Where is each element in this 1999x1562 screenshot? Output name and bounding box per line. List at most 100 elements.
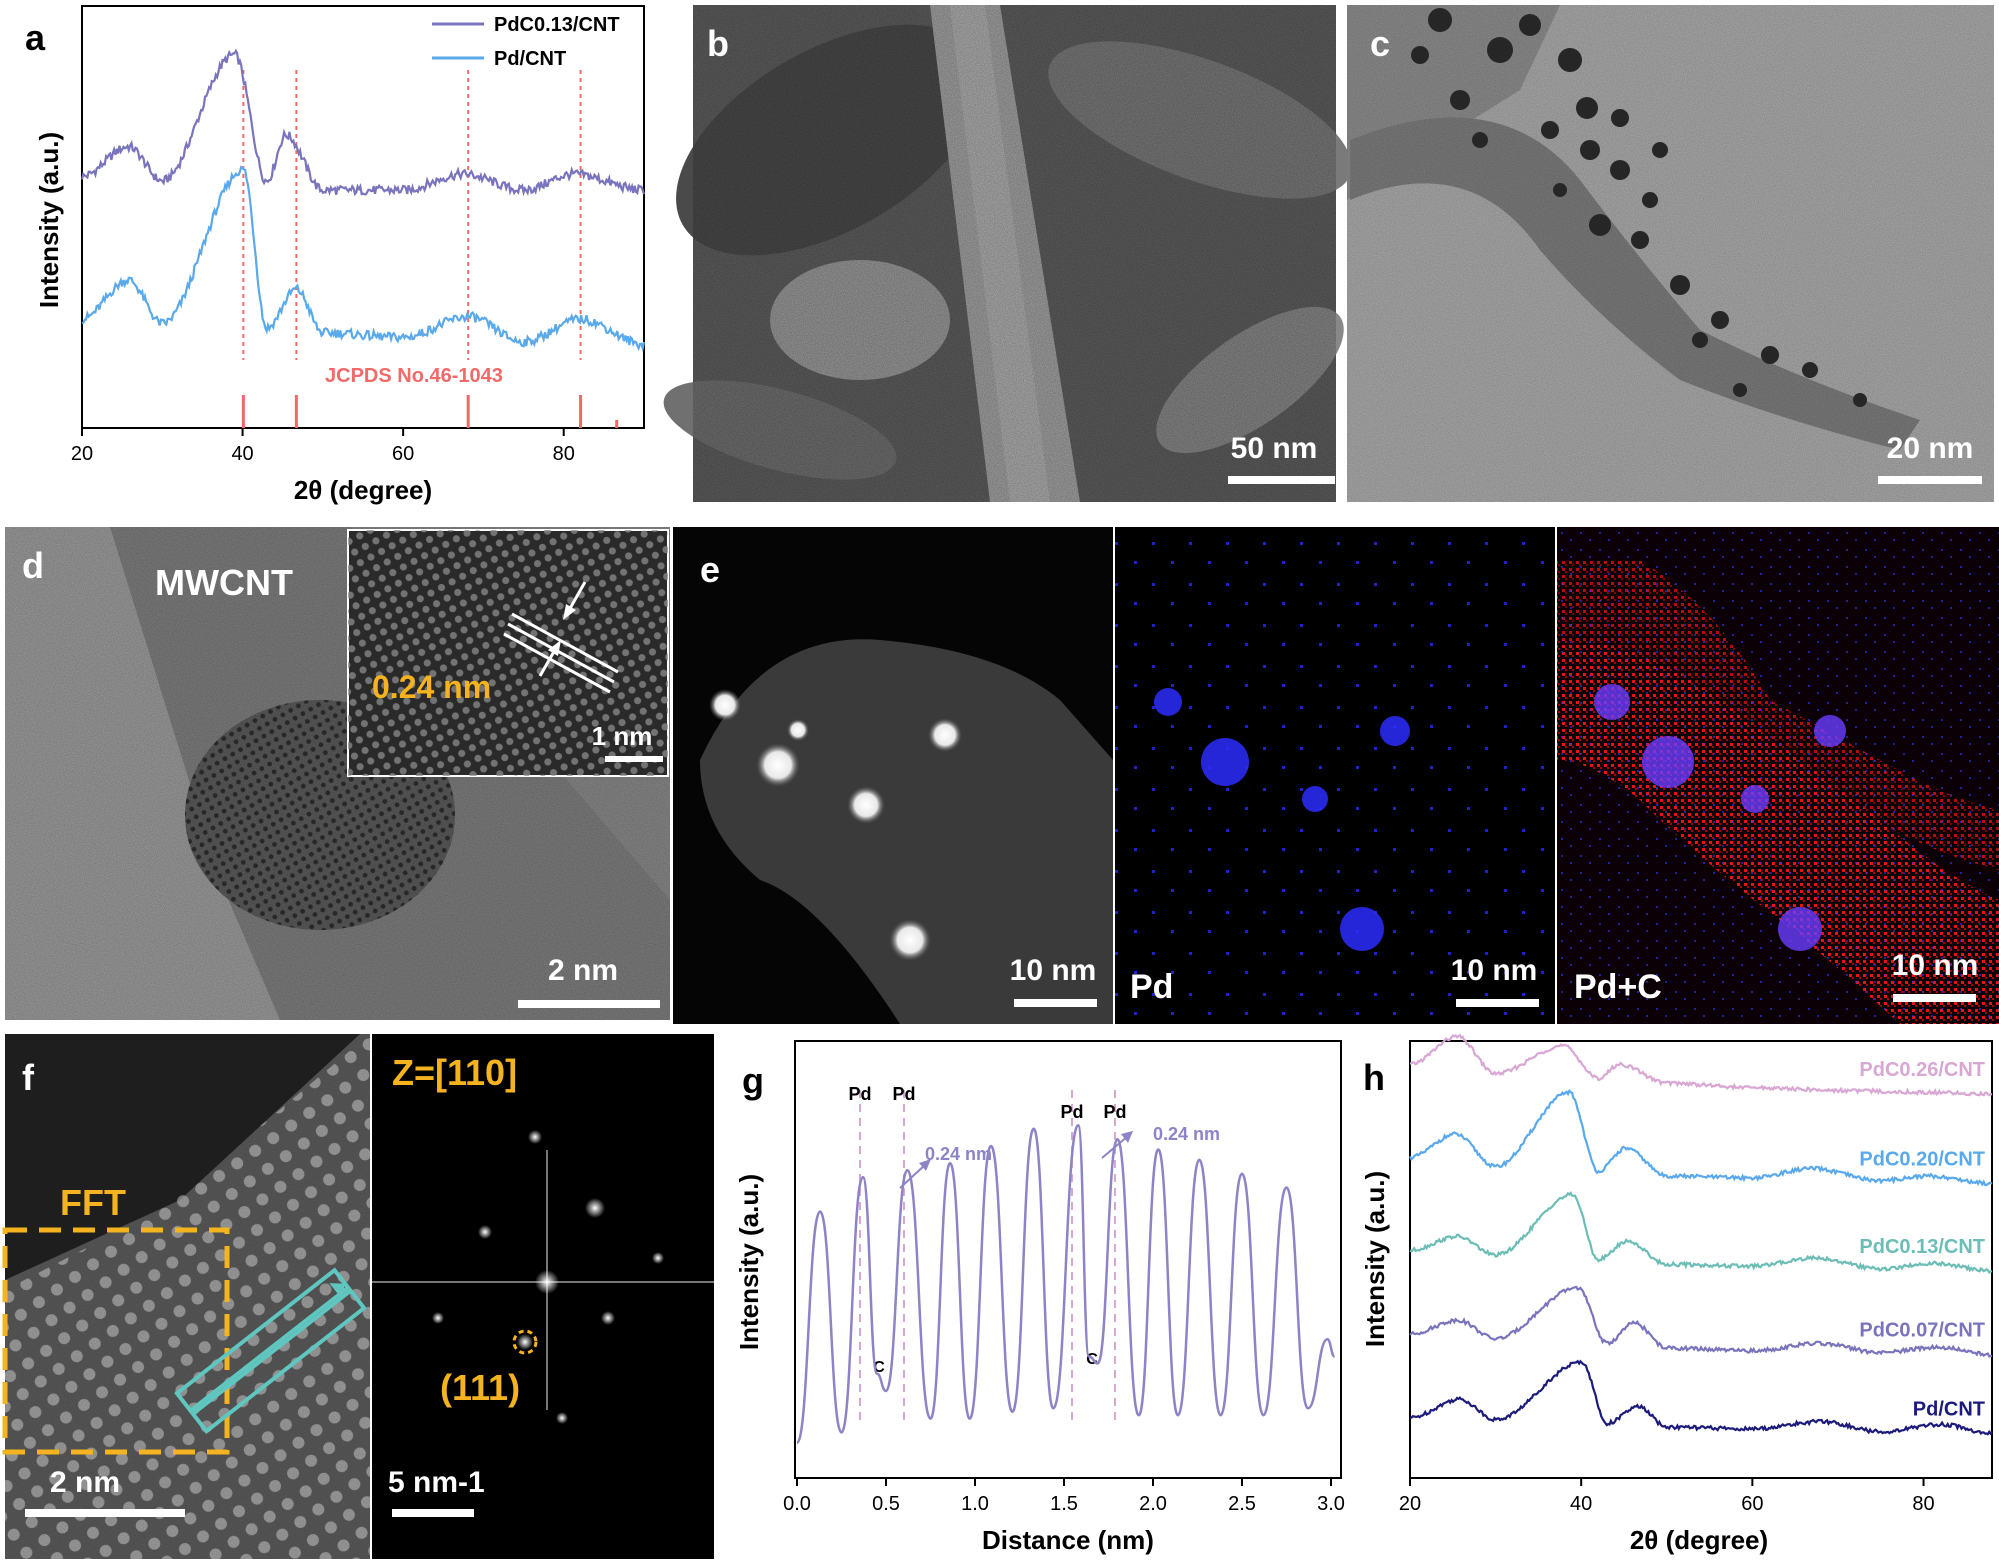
y-axis-label-a: Intensity (a.u.) <box>34 132 64 308</box>
x-axis-label-h: 2θ (degree) <box>1630 1525 1768 1555</box>
series-g <box>795 1124 1336 1445</box>
panel-label-d: d <box>22 545 44 586</box>
series-line-3 <box>1409 1285 1992 1358</box>
g-tick-label: 1.5 <box>1050 1493 1078 1515</box>
scale-bar-e3 <box>1893 994 1976 1002</box>
panel-label-c: c <box>1370 23 1390 64</box>
g-tick-label: 2.5 <box>1228 1493 1256 1515</box>
pd-label-1: Pd <box>848 1084 871 1104</box>
panel-e-haadf: e 10 nm <box>673 527 1113 1024</box>
series-label-3: PdC0.07/CNT <box>1859 1320 1985 1342</box>
series-label-1: PdC0.20/CNT <box>1859 1148 1985 1170</box>
h-tick-label: 80 <box>1912 1493 1934 1515</box>
zone-axis-label: Z=[110] <box>392 1052 517 1093</box>
spacing-label-2: 0.24 nm <box>1153 1124 1220 1144</box>
g-tick-label: 0.5 <box>872 1493 900 1515</box>
series-h <box>1409 1033 1993 1436</box>
a-tick-label: 80 <box>553 443 575 465</box>
pd-label-4: Pd <box>1103 1102 1126 1122</box>
pd-label-3: Pd <box>1060 1102 1083 1122</box>
legend-label-pdcnt: Pd/CNT <box>494 48 566 70</box>
series-line-0 <box>1409 1033 1993 1097</box>
h-tick-label: 40 <box>1570 1493 1592 1515</box>
scale-bar-label-f2: 5 nm-1 <box>388 1466 485 1499</box>
x-axis-label-a: 2θ (degree) <box>294 475 432 505</box>
panel-label-e: e <box>700 549 720 590</box>
spacing-label-1: 0.24 nm <box>925 1144 992 1164</box>
a-tick-label: 60 <box>392 443 414 465</box>
scale-bar-label-c: 20 nm <box>1887 432 1974 465</box>
panel-label-g: g <box>742 1060 764 1101</box>
series-label-2: PdC0.13/CNT <box>1859 1236 1985 1258</box>
line-profile-intensity <box>795 1124 1336 1445</box>
fft-region-box <box>2 1227 230 1455</box>
series-line-2 <box>1409 1191 1993 1274</box>
x-ticks-h: 20 40 60 80 <box>1399 1478 1935 1515</box>
scale-bar-e2 <box>1456 999 1539 1007</box>
y-axis-label-g: Intensity (a.u.) <box>734 1174 764 1350</box>
scale-bar-b <box>1228 476 1335 484</box>
panel-c-tem-image: c 20 nm <box>1347 5 1994 502</box>
pd-map-label: Pd <box>1130 968 1173 1006</box>
h-tick-label: 60 <box>1741 1493 1763 1515</box>
legend-label-pdc013: PdC0.13/CNT <box>494 14 620 36</box>
x-ticks-a: 20 40 60 80 <box>71 428 575 465</box>
spot-index-label: (111) <box>440 1367 520 1408</box>
panel-b-sem-image: b 50 nm <box>663 5 1352 502</box>
panel-e-pdc-map: Pd+C 10 nm <box>1557 527 1999 1024</box>
scale-bar-label-f1: 2 nm <box>50 1466 120 1499</box>
scale-bar-f2 <box>392 1509 474 1517</box>
panel-h: h Intensity (a.u.) 2θ (degree) 20 40 60 80 … <box>1360 1033 1993 1555</box>
g-tick-label: 3.0 <box>1317 1493 1345 1515</box>
panel-label-f: f <box>22 1057 35 1098</box>
panel-a: a Intensity (a.u.) 2θ (degree) 20 40 60 80 … <box>25 5 646 505</box>
inset-scale-bar-d <box>605 756 663 762</box>
series-label-0: PdC0.26/CNT <box>1859 1059 1985 1081</box>
fft-region-label: FFT <box>60 1182 126 1223</box>
series-line-pdcnt <box>81 165 646 353</box>
series-line-pdc013 <box>80 48 646 197</box>
scale-bar-d <box>518 1000 660 1008</box>
series-label-4: Pd/CNT <box>1913 1399 1985 1421</box>
scale-bar-f1 <box>25 1509 185 1517</box>
g-tick-label: 0.0 <box>783 1493 811 1515</box>
panel-f-atomic-image: f FFT 2 nm <box>2 1034 370 1559</box>
x-axis-label-g: Distance (nm) <box>982 1525 1154 1555</box>
panel-f-fft-pattern: Z=[110] (111) 5 nm-1 <box>372 1034 714 1559</box>
line-profile-box <box>174 1267 367 1434</box>
plot-frame-h <box>1409 1040 1993 1479</box>
pdc-map-label: Pd+C <box>1574 968 1662 1006</box>
scale-bar-label-e3: 10 nm <box>1892 949 1979 982</box>
inset-scale-label-d: 1 nm <box>592 721 653 751</box>
scale-bar-label-e2: 10 nm <box>1451 954 1538 987</box>
fft-spot-111 <box>512 1329 538 1355</box>
pd-label-2: Pd <box>892 1084 915 1104</box>
reference-label-a: JCPDS No.46-1043 <box>325 365 503 387</box>
panel-label-h: h <box>1363 1057 1385 1098</box>
a-tick-label: 40 <box>231 443 253 465</box>
h-tick-label: 20 <box>1399 1493 1421 1515</box>
g-tick-label: 2.0 <box>1139 1493 1167 1515</box>
x-ticks-g: 0.0 0.5 1.0 1.5 2.0 2.5 3.0 <box>783 1478 1345 1515</box>
y-axis-label-h: Intensity (a.u.) <box>1360 1171 1390 1347</box>
series-line-1 <box>1409 1088 1993 1187</box>
panel-d-hrtem-image: d MWCNT 0.24 nm 1 nm 2 nm <box>5 527 670 1020</box>
panel-g: g Intensity (a.u.) Distance (nm) 0.0 0.5 1… <box>734 1040 1345 1555</box>
scale-bar-label-e1: 10 nm <box>1010 954 1097 987</box>
series-a <box>80 48 646 353</box>
series-labels-h: PdC0.26/CNT PdC0.20/CNT PdC0.13/CNT PdC0.07… <box>1859 1059 1985 1420</box>
reference-lines-a <box>241 70 619 428</box>
scale-bar-label-b: 50 nm <box>1231 432 1318 465</box>
plot-frame-a <box>81 5 645 429</box>
scale-bar-c <box>1878 476 1982 484</box>
scale-bar-e1 <box>1014 999 1097 1007</box>
g-tick-label: 1.0 <box>961 1493 989 1515</box>
hrtem-inset: 0.24 nm 1 nm <box>347 529 669 777</box>
lattice-spacing-label-d: 0.24 nm <box>372 669 491 705</box>
a-tick-label: 20 <box>71 443 93 465</box>
panel-label-a: a <box>25 17 46 58</box>
panel-e-pd-map: Pd 10 nm <box>1115 527 1555 1024</box>
plot-frame-g <box>794 1040 1342 1479</box>
panel-label-b: b <box>707 23 729 64</box>
